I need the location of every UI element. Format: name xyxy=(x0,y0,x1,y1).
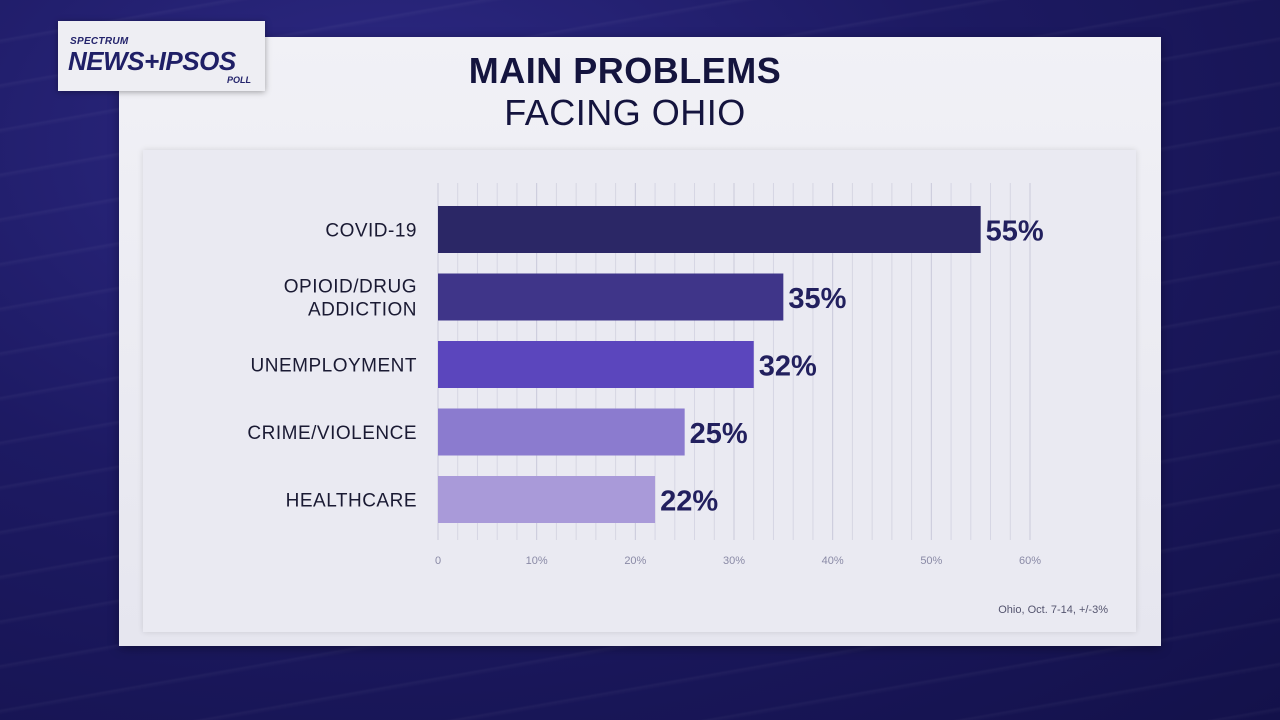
category-label: CRIME/VIOLENCE xyxy=(247,423,417,444)
category-label: UNEMPLOYMENT xyxy=(251,356,417,377)
value-label: 32% xyxy=(759,351,817,383)
category-label: COVID-19 xyxy=(325,221,417,242)
x-tick-label: 10% xyxy=(526,555,548,567)
x-tick-label: 60% xyxy=(1019,555,1041,567)
bar xyxy=(438,476,656,523)
logo-top-text: SPECTRUM xyxy=(70,36,129,47)
footnote: Ohio, Oct. 7-14, +/-3% xyxy=(998,604,1108,616)
logo-main-text: NEWS+IPSOS xyxy=(68,46,236,76)
bar xyxy=(438,408,685,456)
value-label: 25% xyxy=(690,418,748,450)
bar xyxy=(438,273,784,321)
x-tick-label: 40% xyxy=(822,555,844,567)
x-tick-label: 0 xyxy=(435,555,441,567)
bar xyxy=(438,206,981,253)
bar xyxy=(438,341,754,388)
x-tick-label: 30% xyxy=(723,555,745,567)
x-tick-label: 50% xyxy=(920,555,942,567)
category-label: HEALTHCARE xyxy=(286,491,417,512)
x-tick-label: 20% xyxy=(624,555,646,567)
chart-title-line2: FACING OHIO xyxy=(504,92,746,133)
value-label: 55% xyxy=(986,216,1044,248)
category-label: ADDICTION xyxy=(308,300,417,321)
chart-title-line1: MAIN PROBLEMS xyxy=(468,50,782,91)
value-label: 35% xyxy=(788,283,846,315)
news-logo: SPECTRUM NEWS+IPSOS POLL xyxy=(58,21,265,91)
logo-bottom-text: POLL xyxy=(227,75,251,85)
value-label: 22% xyxy=(660,486,718,518)
category-label: OPIOID/DRUG xyxy=(284,277,417,298)
